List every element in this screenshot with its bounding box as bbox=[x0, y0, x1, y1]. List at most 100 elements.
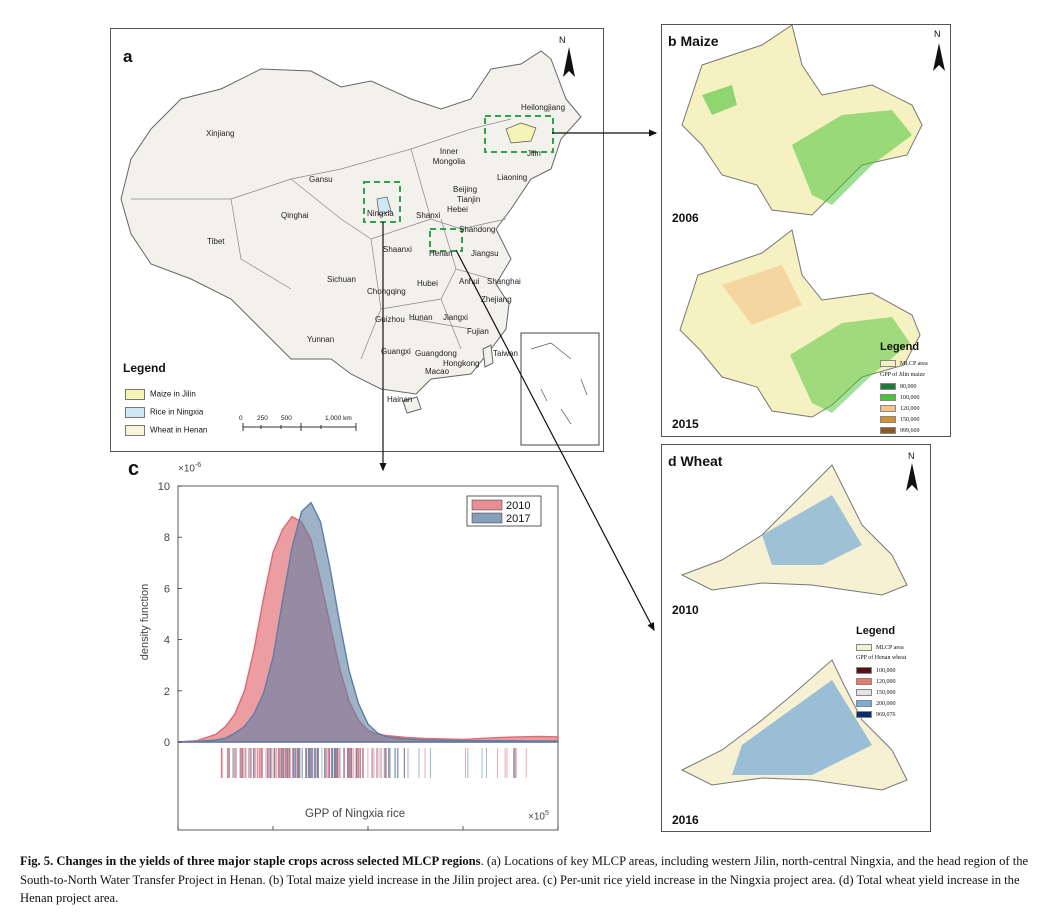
province-label: Macao bbox=[425, 367, 450, 376]
province-label: Heilongjiang bbox=[521, 103, 566, 112]
y-tick-label: 4 bbox=[164, 635, 170, 647]
province-label: Jiangsu bbox=[471, 249, 499, 258]
legend-title-b: Legend bbox=[880, 341, 920, 353]
legend-item-d: 969,076 bbox=[856, 711, 896, 718]
figure-caption: Fig. 5. Changes in the yields of three m… bbox=[20, 852, 1036, 908]
north-label-a: N bbox=[559, 35, 566, 45]
density-area-2010 bbox=[177, 515, 559, 743]
province-label: Liaoning bbox=[497, 173, 528, 182]
province-label: Hainan bbox=[387, 395, 413, 404]
legend-subtitle-d: GPP of Henan wheat bbox=[856, 655, 907, 661]
panel-d-wheat: d Wheat N 2010 2016 Legend MLCP area GPP… bbox=[661, 444, 931, 832]
x-axis-label: GPP of Ningxia rice bbox=[305, 808, 406, 820]
y-axis-label: density function bbox=[139, 584, 151, 660]
caption-lead: Fig. 5. Changes in the yields of three m… bbox=[20, 854, 481, 868]
panel-d-label: d Wheat bbox=[668, 453, 723, 469]
province-label: Shanxi bbox=[416, 211, 441, 220]
legend-item-b: 150,000 bbox=[880, 416, 920, 423]
north-arrow-a bbox=[563, 47, 575, 77]
province-label: Fujian bbox=[467, 327, 489, 336]
province-label: Sichuan bbox=[327, 275, 356, 284]
province-label: Jiangxi bbox=[443, 313, 468, 322]
legend-item-d: 200,000 bbox=[856, 700, 896, 707]
y-tick-label: 6 bbox=[164, 583, 170, 595]
province-label: Guangdong bbox=[415, 349, 457, 358]
plot-frame bbox=[177, 485, 559, 831]
y-tick-label: 10 bbox=[158, 481, 170, 493]
province-label: Shanghai bbox=[487, 277, 521, 286]
china-outline bbox=[120, 50, 582, 395]
legend-label-2017: 2017 bbox=[506, 513, 530, 525]
jilin-maize-maps bbox=[679, 25, 945, 418]
legend-swatch-2010 bbox=[471, 499, 503, 511]
legend-swatch-2017 bbox=[471, 512, 503, 524]
x-exponent: ×105 bbox=[528, 810, 549, 823]
henan-wheat-maps bbox=[680, 463, 918, 791]
province-label: Shandong bbox=[459, 225, 496, 234]
province-label: Hubei bbox=[417, 279, 438, 288]
jilin-box bbox=[484, 115, 554, 153]
legend-item-b: 80,000 bbox=[880, 383, 917, 390]
panel-c-label: c bbox=[128, 458, 140, 480]
legend-title-a: Legend bbox=[123, 361, 166, 375]
province-label: Inner Mongolia bbox=[432, 147, 466, 166]
legend-area-d: MLCP area bbox=[856, 644, 904, 651]
north-label-b: N bbox=[934, 29, 941, 39]
province-label: Tibet bbox=[207, 237, 225, 246]
year-label: 2010 bbox=[672, 603, 699, 617]
legend-area-b: MLCP area bbox=[880, 360, 928, 367]
legend-subtitle-b: GPP of Jilin maize bbox=[880, 372, 925, 378]
province-label: Tianjin bbox=[457, 195, 481, 204]
province-label: Guangxi bbox=[381, 347, 411, 356]
province-label: Jilin bbox=[527, 149, 541, 158]
panel-a-label: a bbox=[123, 47, 133, 66]
province-label: Anhui bbox=[459, 277, 480, 286]
legend-item-rice: Rice in Ningxia bbox=[125, 407, 203, 418]
province-label: Xinjiang bbox=[206, 129, 235, 138]
province-label: Hebei bbox=[447, 205, 468, 214]
year-label: 2015 bbox=[672, 417, 699, 431]
scale-label: 250 bbox=[257, 415, 268, 422]
province-label: Zhejiang bbox=[481, 295, 512, 304]
province-label: Gansu bbox=[309, 175, 333, 184]
province-label: Chongqing bbox=[367, 287, 406, 296]
province-label: Taiwan bbox=[493, 349, 518, 358]
ningxia-box bbox=[363, 181, 401, 223]
panel-a-map: a N Xinjiang Tibet Qinghai Gansu Inner M… bbox=[110, 28, 604, 452]
scale-label: 0 bbox=[239, 415, 243, 422]
y-tick-label: 8 bbox=[164, 532, 170, 544]
north-label-d: N bbox=[908, 451, 915, 461]
legend-item-wheat: Wheat in Henan bbox=[125, 425, 207, 436]
legend-item-b: 100,000 bbox=[880, 394, 920, 401]
province-label: Shaanxi bbox=[383, 245, 412, 254]
north-arrow-b bbox=[933, 43, 945, 71]
legend-label-2010: 2010 bbox=[506, 500, 530, 512]
legend-item-b: 999,669 bbox=[880, 427, 920, 434]
panel-b-label: b Maize bbox=[668, 33, 719, 49]
legend-item-d: 150,000 bbox=[856, 689, 896, 696]
legend-item-d: 100,000 bbox=[856, 667, 896, 674]
scale-label: 500 bbox=[281, 415, 292, 422]
province-label: Ningxia bbox=[367, 209, 394, 218]
panel-b-maize: b Maize N 2006 2015 Legend MLCP area GPP… bbox=[661, 24, 951, 437]
y-tick-label: 2 bbox=[164, 686, 170, 698]
china-map-graphic bbox=[120, 47, 600, 446]
north-arrow-d bbox=[906, 463, 918, 491]
province-label: Yunnan bbox=[307, 335, 335, 344]
legend-item-b: 120,000 bbox=[880, 405, 920, 412]
caption-body: . (a) Locations of key MLCP areas, inclu… bbox=[20, 854, 1029, 905]
y-tick-label: 0 bbox=[164, 737, 170, 749]
density-area-2017 bbox=[177, 501, 559, 743]
scale-bar-a bbox=[242, 423, 357, 431]
province-label: Beijing bbox=[453, 185, 478, 194]
province-label: Qinghai bbox=[281, 211, 309, 220]
province-label: Henan bbox=[429, 249, 453, 258]
legend-title-d: Legend bbox=[856, 625, 896, 637]
province-label: Guizhou bbox=[375, 315, 405, 324]
legend-item-d: 120,000 bbox=[856, 678, 896, 685]
legend-item-maize: Maize in Jilin bbox=[125, 389, 196, 400]
year-label: 2006 bbox=[672, 211, 699, 225]
year-label: 2016 bbox=[672, 813, 699, 827]
y-exponent: ×10-6 bbox=[178, 462, 202, 475]
